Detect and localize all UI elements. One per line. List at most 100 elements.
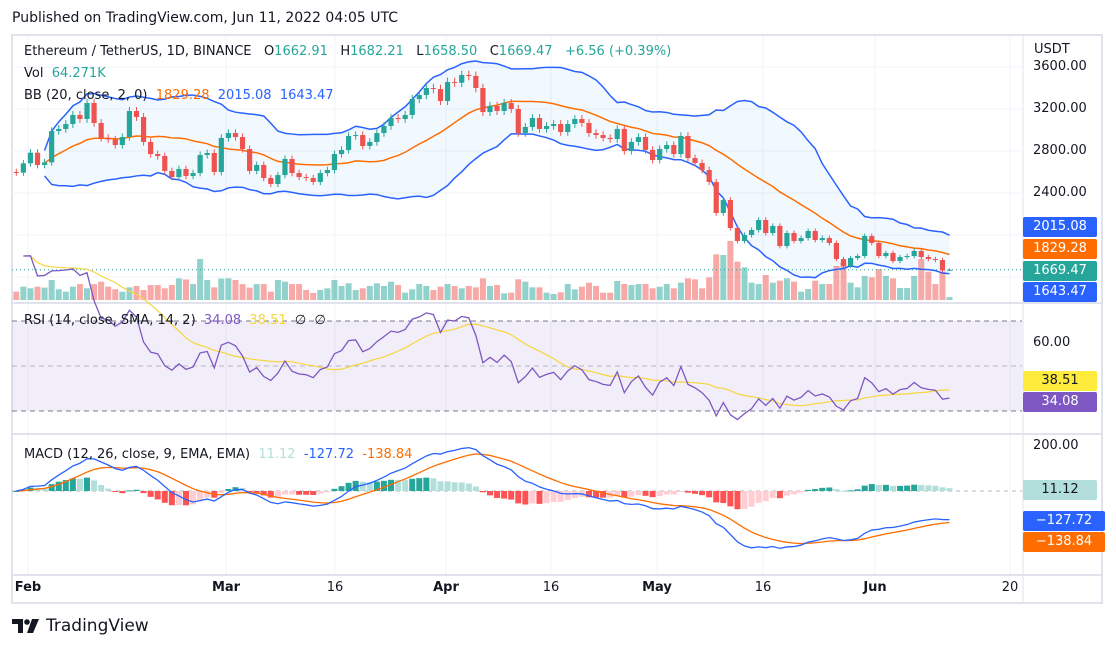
macd-histogram-bar [501, 491, 508, 499]
macd-histogram-bar [734, 491, 741, 510]
rsi-extra-2: ∅ [314, 313, 326, 328]
candle-body [748, 229, 755, 235]
volume-bar [479, 278, 486, 300]
volume-bar [112, 289, 119, 300]
candle-body [833, 242, 840, 260]
candle-body [713, 181, 719, 213]
candle-body [487, 105, 493, 113]
macd-histogram-bar [621, 491, 628, 498]
candle-body [317, 173, 323, 182]
macd-histogram-bar [826, 487, 833, 491]
macd-histogram-bar [289, 491, 296, 495]
candle-body [345, 135, 352, 150]
candle-body [847, 257, 854, 266]
candle-body [126, 110, 133, 138]
volume-bar [720, 255, 727, 300]
candle-body [360, 135, 366, 146]
bb-lower-value: 1643.47 [279, 88, 334, 103]
macd-histogram-bar [585, 491, 592, 498]
macd-histogram-bar [819, 487, 826, 491]
symbol-legend[interactable]: Ethereum / TetherUS, 1D, BINANCE O1662.9… [24, 44, 671, 59]
macd-histogram-bar [317, 491, 324, 494]
candle-body [869, 236, 875, 243]
volume-bar [600, 292, 607, 300]
bb-basis-value: 1829.28 [155, 88, 210, 103]
candle-body [678, 135, 684, 155]
candle-body [671, 145, 677, 155]
volume-bar [868, 277, 875, 300]
candle-body [374, 133, 380, 142]
macd-histogram-bar [783, 491, 790, 496]
volume-bar [289, 284, 296, 300]
candle-body [437, 89, 444, 102]
volume-bar [783, 278, 790, 300]
volume-bar [373, 283, 380, 300]
macd-histogram-bar [939, 487, 946, 491]
macd-histogram-bar [882, 484, 889, 491]
macd-histogram-bar [147, 491, 154, 497]
volume-bar [819, 284, 826, 300]
volume-bar [458, 288, 465, 300]
macd-histogram-bar [889, 485, 896, 491]
change-value: +6.56 (+0.39%) [564, 44, 672, 59]
volume-bar [281, 281, 288, 300]
macd-histogram-bar [267, 491, 274, 498]
candle-body [49, 131, 55, 163]
rsi-legend[interactable]: RSI (14, close, SMA, 14, 2) 34.08 38.51 … [24, 313, 326, 328]
volume-bar [932, 284, 939, 300]
candle-body [77, 114, 83, 119]
candle-body [289, 158, 295, 174]
macd-histogram-bar [76, 478, 83, 491]
candle-body [367, 141, 373, 146]
volume-bar [41, 287, 48, 300]
candle-body [826, 238, 832, 243]
macd-histogram-bar [296, 491, 303, 495]
macd-histogram-bar [677, 491, 684, 492]
macd-histogram-bar [692, 491, 699, 494]
candle-body [416, 95, 422, 100]
candle-body [501, 103, 507, 111]
volume-bar [713, 254, 720, 300]
volume-bar [621, 284, 628, 300]
macd-histogram-bar [868, 484, 875, 491]
bb-legend[interactable]: BB (20, close, 2, 0) 1829.28 2015.08 164… [24, 88, 334, 103]
candle-body [13, 172, 19, 173]
macd-histogram-bar [41, 488, 48, 491]
time-label-mar-16: 16 [326, 580, 344, 595]
price-tick: 3600.00 [1033, 59, 1087, 74]
volume-label: Vol [24, 66, 44, 81]
volume-bar [550, 294, 557, 300]
volume-bar [140, 289, 147, 300]
volume-bar [345, 283, 352, 300]
macd-histogram-bar [281, 491, 288, 495]
macd-histogram-bar [812, 489, 819, 491]
candle-body [169, 170, 175, 178]
time-label-mar: Mar [211, 580, 241, 595]
candle-body [331, 154, 338, 171]
candle-body [621, 128, 627, 151]
low-value: 1658.50 [423, 44, 478, 59]
candle-body [572, 118, 578, 125]
macd-histogram-bar [670, 491, 677, 495]
candle-body [423, 88, 429, 96]
macd-histogram-bar [366, 482, 373, 491]
macd-histogram-bar [536, 491, 543, 504]
volume-bar [911, 275, 918, 300]
macd-histogram-bar [48, 484, 55, 491]
macd-histogram-bar [840, 490, 847, 492]
tradingview-logo[interactable]: TradingView [12, 616, 149, 636]
candle-body [911, 250, 917, 256]
candle-body [586, 122, 592, 134]
volume-bar [303, 289, 310, 300]
candle-body [508, 103, 514, 109]
macd-histogram-bar [875, 484, 882, 491]
candle-body [756, 219, 762, 230]
macd-legend[interactable]: MACD (12, 26, close, 9, EMA, EMA) 11.12 … [24, 447, 412, 462]
volume-bar [939, 271, 946, 300]
volume-bar [211, 287, 218, 300]
candle-body [706, 170, 712, 182]
volume-legend[interactable]: Vol 64.271K [24, 66, 106, 81]
candle-body [939, 259, 946, 271]
candle-body [282, 158, 288, 176]
